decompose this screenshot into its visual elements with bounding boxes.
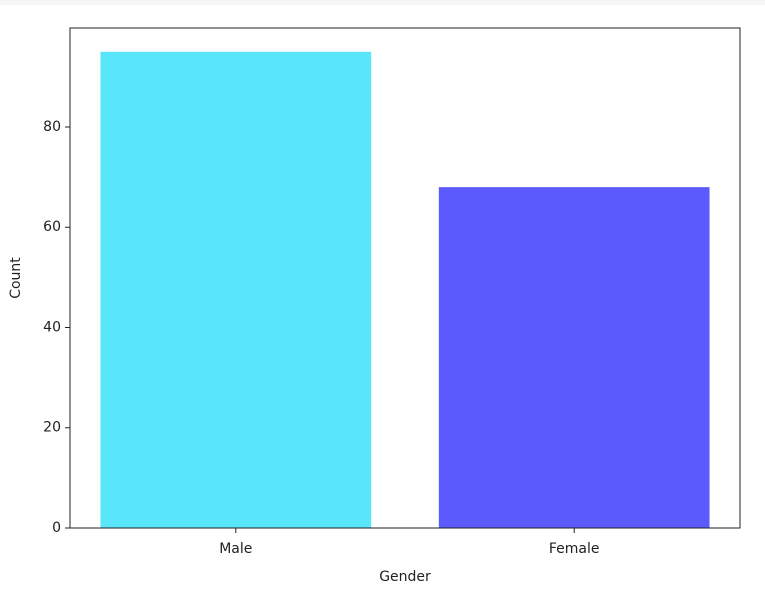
x-tick-label: Female — [549, 541, 600, 557]
y-tick-label: 40 — [43, 319, 61, 335]
y-tick-label: 0 — [52, 520, 61, 536]
bar — [438, 187, 710, 528]
y-tick-label: 20 — [43, 420, 61, 436]
y-axis-label: Count — [8, 257, 24, 299]
x-axis-label: Gender — [379, 569, 431, 585]
plot-frame — [69, 27, 741, 529]
x-tick-label: Male — [219, 541, 252, 557]
y-tick-label: 80 — [43, 119, 61, 135]
bar — [100, 51, 372, 529]
top-strip — [0, 0, 765, 5]
y-tick-label: 60 — [43, 219, 61, 235]
